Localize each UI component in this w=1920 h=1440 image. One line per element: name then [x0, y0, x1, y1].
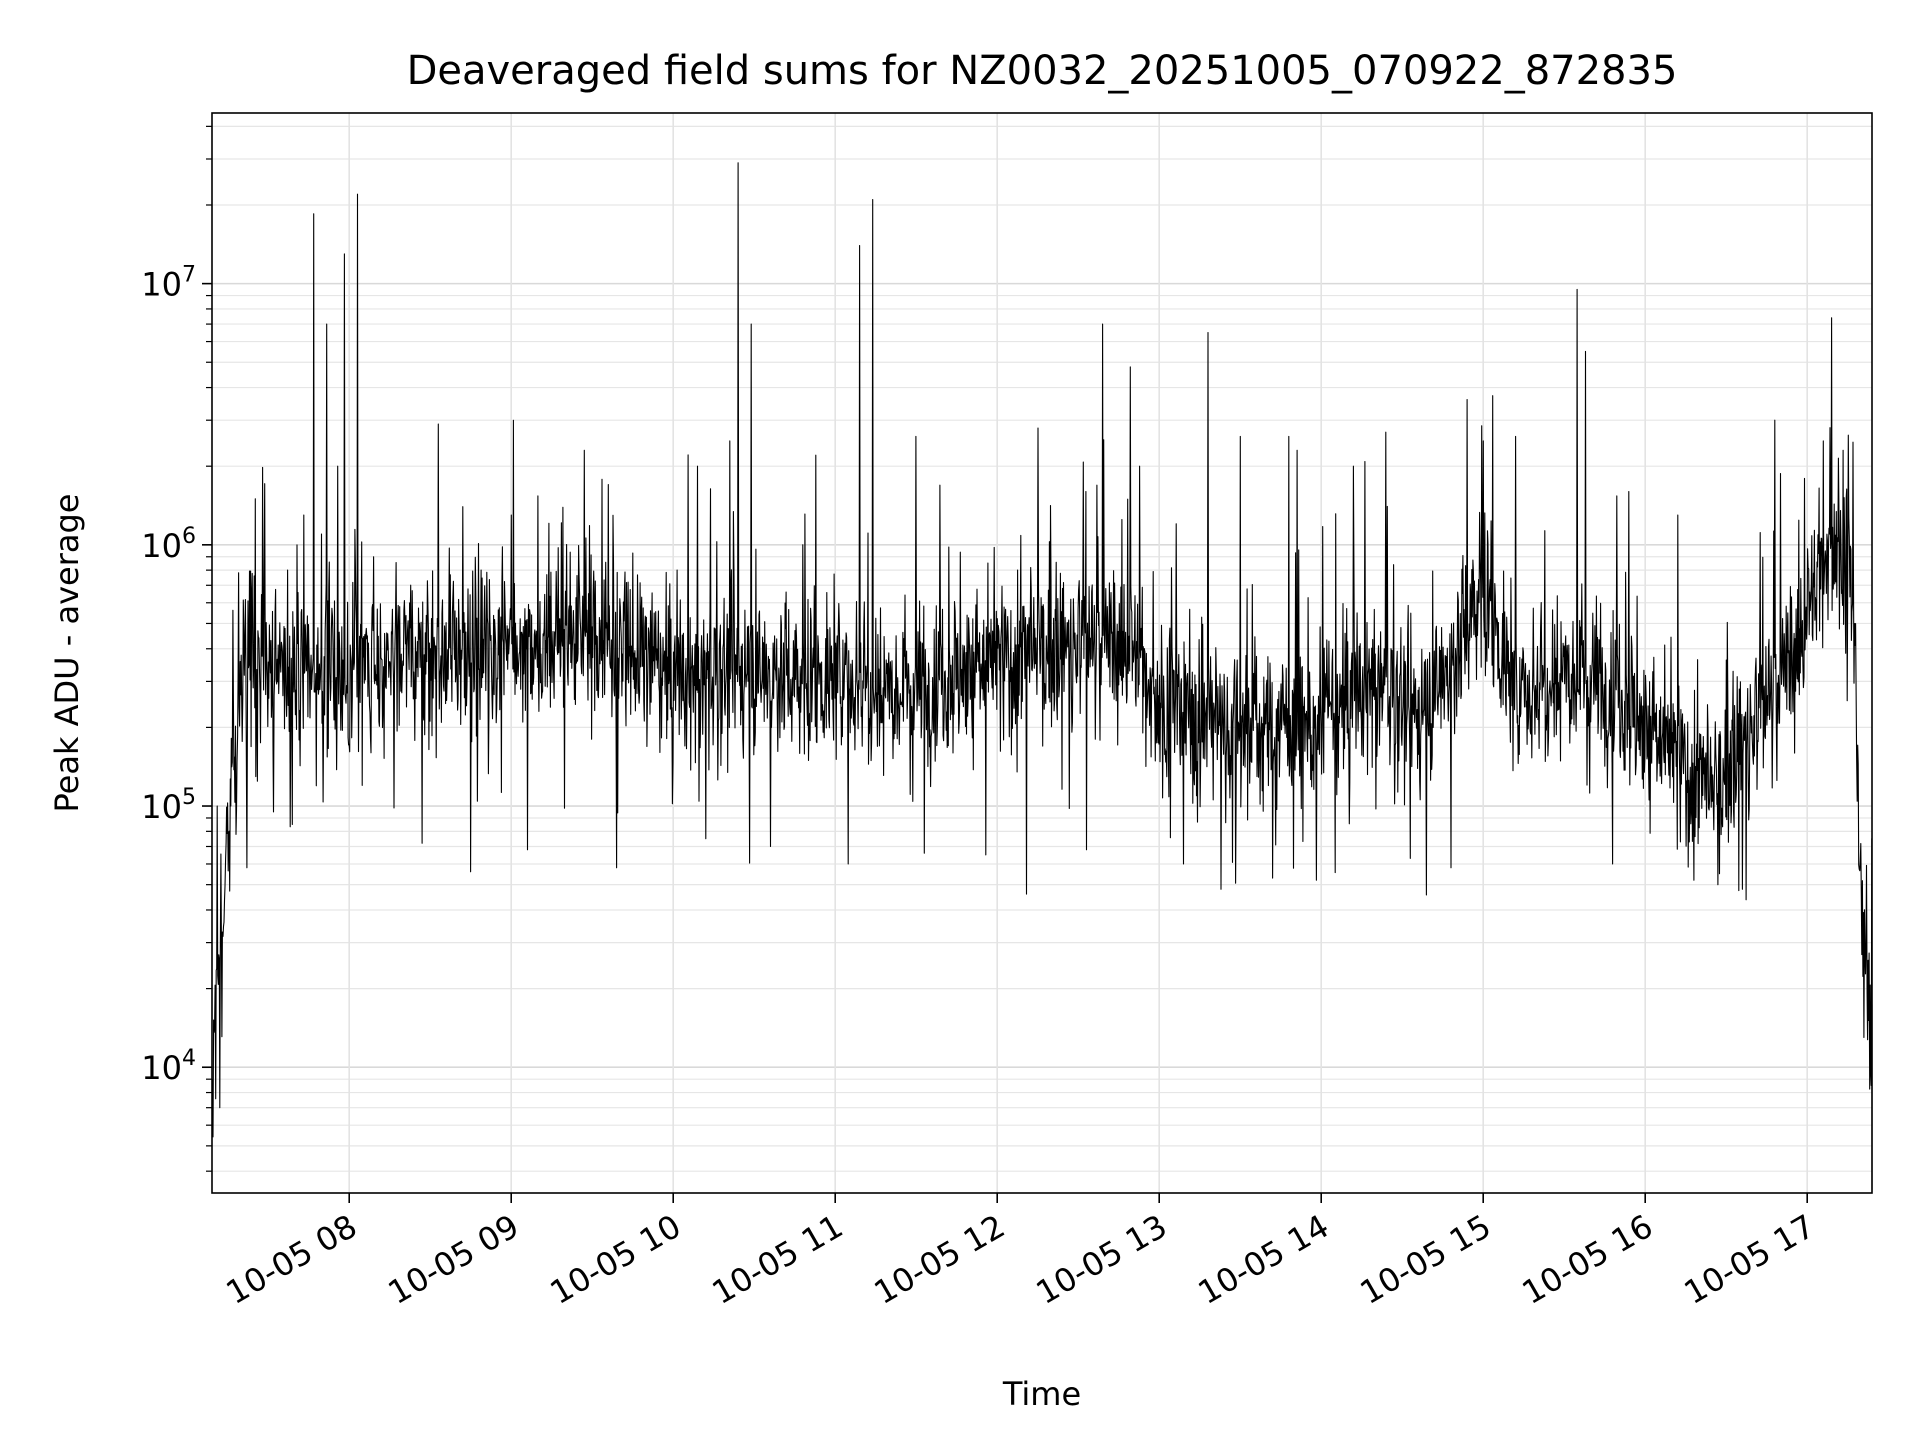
plot-frame — [211, 112, 1873, 1194]
series-line — [211, 162, 1873, 1191]
y-axis-label: Peak ADU - average — [48, 494, 86, 813]
x-axis-label: Time — [1002, 1375, 1081, 1413]
y-tick-label: 104 — [141, 1046, 196, 1087]
y-tick-label: 105 — [141, 785, 196, 826]
grid — [212, 113, 1872, 1193]
y-tick-label: 106 — [141, 524, 196, 565]
y-tick-label: 107 — [141, 263, 196, 304]
chart-title: Deaveraged field sums for NZ0032_2025100… — [407, 48, 1678, 94]
series — [211, 162, 1873, 1191]
